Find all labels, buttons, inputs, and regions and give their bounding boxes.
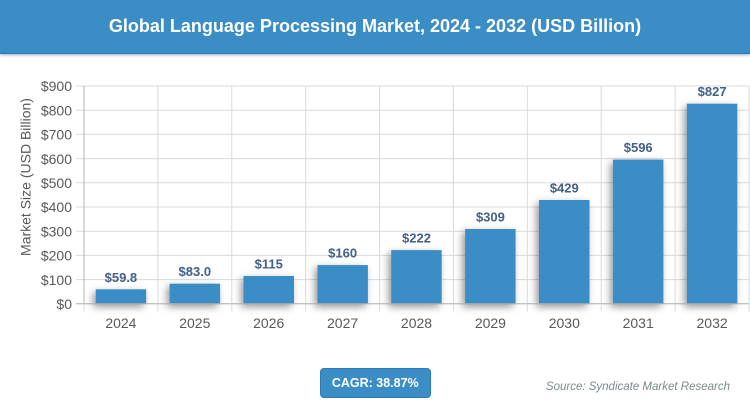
- svg-text:$600: $600: [41, 151, 72, 167]
- svg-text:$400: $400: [41, 199, 72, 215]
- svg-text:$222: $222: [402, 231, 431, 246]
- svg-text:Market Size (USD Billion): Market Size (USD Billion): [18, 98, 34, 256]
- svg-text:2027: 2027: [327, 315, 358, 331]
- svg-text:$0: $0: [56, 296, 72, 312]
- svg-text:$115: $115: [255, 257, 283, 272]
- svg-text:$800: $800: [41, 102, 72, 118]
- svg-text:$700: $700: [41, 127, 72, 143]
- svg-text:2025: 2025: [179, 315, 210, 331]
- svg-text:$309: $309: [476, 210, 505, 225]
- svg-text:$100: $100: [41, 272, 72, 288]
- svg-text:2026: 2026: [253, 315, 284, 331]
- svg-text:2032: 2032: [697, 315, 728, 331]
- svg-text:$596: $596: [624, 140, 653, 155]
- svg-text:$160: $160: [328, 246, 357, 261]
- svg-text:2030: 2030: [549, 315, 580, 331]
- svg-text:2028: 2028: [401, 315, 432, 331]
- svg-text:$429: $429: [550, 181, 579, 196]
- svg-text:2029: 2029: [475, 315, 506, 331]
- svg-text:$300: $300: [41, 223, 72, 239]
- svg-text:$827: $827: [698, 84, 727, 99]
- svg-text:$900: $900: [41, 78, 72, 94]
- svg-text:$59.8: $59.8: [105, 270, 138, 285]
- svg-text:$200: $200: [41, 248, 72, 264]
- svg-text:$83.0: $83.0: [179, 264, 212, 279]
- svg-text:$500: $500: [41, 175, 72, 191]
- svg-text:2031: 2031: [623, 315, 654, 331]
- svg-text:2024: 2024: [105, 315, 136, 331]
